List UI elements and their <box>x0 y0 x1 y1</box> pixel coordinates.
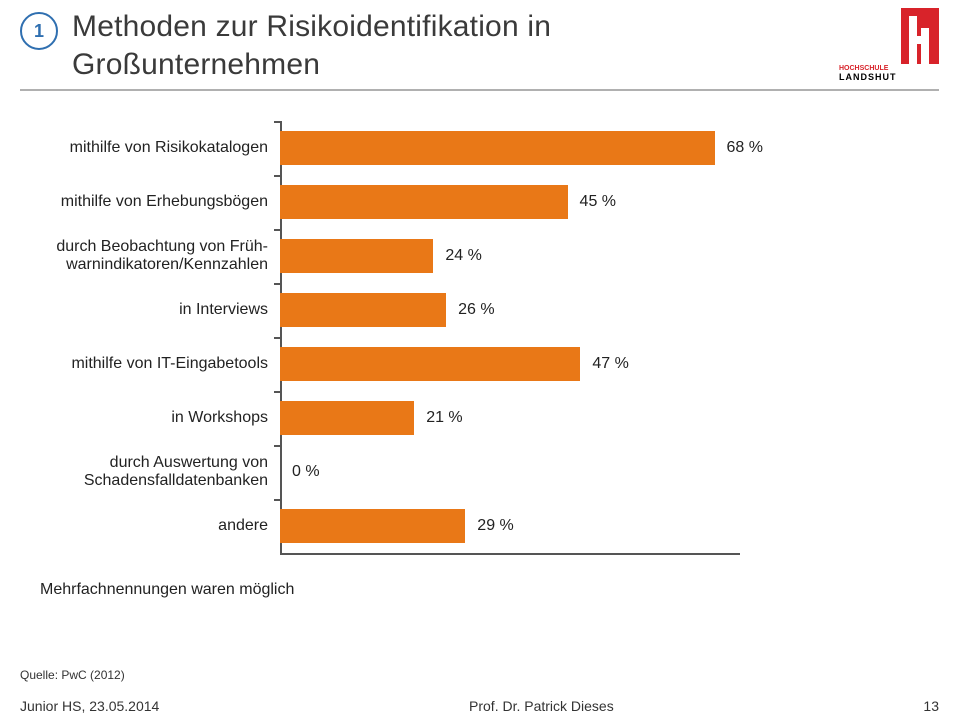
bar-value-label: 47 % <box>592 355 628 373</box>
bar-fill <box>280 347 580 381</box>
bar-fill <box>280 131 715 165</box>
bar-track: 68 % <box>280 131 919 165</box>
bar-row: in Workshops 21 % <box>40 401 919 435</box>
bar-track: 0 % <box>280 455 919 489</box>
bar-row: mithilfe von IT-Eingabetools 47 % <box>40 347 919 381</box>
logo-text-1: HOCHSCHULE <box>839 65 889 72</box>
bar-track: 47 % <box>280 347 919 381</box>
bar-fill <box>280 293 446 327</box>
axis-tick <box>274 445 282 447</box>
bar-label: mithilfe von Erhebungsbögen <box>40 193 280 211</box>
logo: HOCHSCHULE LANDSHUT <box>839 8 939 82</box>
axis-tick <box>274 391 282 393</box>
footer-center: Prof. Dr. Patrick Dieses <box>159 698 923 714</box>
bar-row: durch Auswertung vonSchadensfalldatenban… <box>40 455 919 489</box>
footer: Junior HS, 23.05.2014 Prof. Dr. Patrick … <box>0 698 959 714</box>
axis-tick <box>274 283 282 285</box>
axis-tick <box>274 175 282 177</box>
bar-row: andere 29 % <box>40 509 919 543</box>
bar-fill <box>280 401 414 435</box>
hochschule-landshut-logo: HOCHSCHULE LANDSHUT <box>839 8 939 82</box>
bar-value-label: 68 % <box>727 139 763 157</box>
header-divider <box>20 89 939 91</box>
bar-value-label: 0 % <box>292 463 320 481</box>
section-badge: 1 <box>20 12 58 50</box>
x-axis <box>280 553 740 555</box>
axis-tick <box>274 499 282 501</box>
bar-value-label: 29 % <box>477 517 513 535</box>
page-title: Methoden zur Risikoidentifikation in Gro… <box>72 8 839 83</box>
title-line-2: Großunternehmen <box>72 48 320 81</box>
bar-row: mithilfe von Risikokatalogen 68 % <box>40 131 919 165</box>
title-line-1: Methoden zur Risikoidentifikation in <box>72 10 551 43</box>
bar-row: durch Beobachtung von Früh-warnindikator… <box>40 239 919 273</box>
bar-value-label: 26 % <box>458 301 494 319</box>
bar-value-label: 21 % <box>426 409 462 427</box>
footer-right: 13 <box>923 698 939 714</box>
bar-row: in Interviews 26 % <box>40 293 919 327</box>
chart-note: Mehrfachnennungen waren möglich <box>40 581 294 599</box>
bar-label: mithilfe von Risikokatalogen <box>40 139 280 157</box>
bar-label: andere <box>40 517 280 535</box>
bar-label: durch Auswertung vonSchadensfalldatenban… <box>40 454 280 491</box>
axis-tick <box>274 229 282 231</box>
bar-track: 21 % <box>280 401 919 435</box>
bar-fill <box>280 185 568 219</box>
bar-value-label: 45 % <box>580 193 616 211</box>
header: 1 Methoden zur Risikoidentifikation in G… <box>0 0 959 83</box>
bar-fill <box>280 239 433 273</box>
bar-label: in Interviews <box>40 301 280 319</box>
bar-label: in Workshops <box>40 409 280 427</box>
bar-label: durch Beobachtung von Früh-warnindikator… <box>40 238 280 275</box>
bar-value-label: 24 % <box>445 247 481 265</box>
bar-track: 29 % <box>280 509 919 543</box>
bar-track: 26 % <box>280 293 919 327</box>
bar-row: mithilfe von Erhebungsbögen 45 % <box>40 185 919 219</box>
source-citation: Quelle: PwC (2012) <box>20 668 125 682</box>
footer-left: Junior HS, 23.05.2014 <box>20 698 159 714</box>
axis-tick <box>274 121 282 123</box>
bar-fill <box>280 509 465 543</box>
axis-tick <box>274 337 282 339</box>
bar-label: mithilfe von IT-Eingabetools <box>40 355 280 373</box>
bar-track: 24 % <box>280 239 919 273</box>
logo-text-2: LANDSHUT <box>839 72 897 82</box>
bar-chart: mithilfe von Risikokatalogen68 %mithilfe… <box>40 121 919 613</box>
bar-track: 45 % <box>280 185 919 219</box>
